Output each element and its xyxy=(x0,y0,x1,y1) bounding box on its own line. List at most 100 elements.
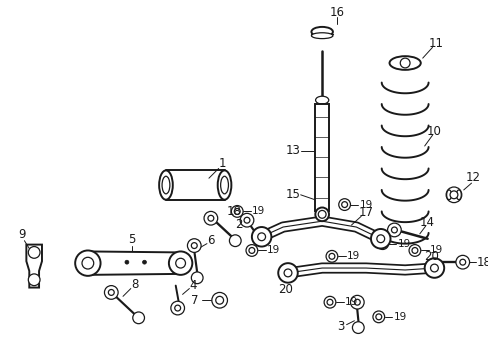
Circle shape xyxy=(455,255,468,269)
Ellipse shape xyxy=(455,190,460,200)
Circle shape xyxy=(376,238,388,249)
Ellipse shape xyxy=(220,176,228,194)
Circle shape xyxy=(400,58,409,68)
Text: 20: 20 xyxy=(277,283,292,296)
Text: 13: 13 xyxy=(285,144,300,157)
Circle shape xyxy=(411,248,417,253)
Ellipse shape xyxy=(311,27,332,37)
Circle shape xyxy=(125,260,129,264)
Text: 19: 19 xyxy=(429,246,442,256)
Circle shape xyxy=(245,244,257,256)
Circle shape xyxy=(326,299,332,305)
Circle shape xyxy=(449,191,457,199)
Circle shape xyxy=(257,233,265,241)
Text: 3: 3 xyxy=(336,320,344,333)
Text: 12: 12 xyxy=(465,171,480,184)
Text: 15: 15 xyxy=(285,188,300,201)
Circle shape xyxy=(203,211,217,225)
Circle shape xyxy=(191,243,197,248)
Circle shape xyxy=(168,251,192,275)
Ellipse shape xyxy=(162,176,169,194)
Circle shape xyxy=(215,296,223,304)
Circle shape xyxy=(338,199,350,211)
Text: 14: 14 xyxy=(419,216,434,229)
Circle shape xyxy=(379,241,385,247)
Ellipse shape xyxy=(446,190,450,200)
Circle shape xyxy=(187,239,201,252)
Text: 6: 6 xyxy=(207,234,214,247)
Circle shape xyxy=(459,259,465,265)
Text: 19: 19 xyxy=(346,251,359,261)
Text: 1: 1 xyxy=(219,157,226,170)
Circle shape xyxy=(278,263,297,283)
Circle shape xyxy=(75,251,101,276)
Text: 19: 19 xyxy=(359,199,372,210)
Ellipse shape xyxy=(159,170,172,200)
Circle shape xyxy=(170,301,184,315)
Text: 19: 19 xyxy=(397,239,410,249)
Ellipse shape xyxy=(311,33,332,39)
Text: 18: 18 xyxy=(476,256,488,269)
Circle shape xyxy=(133,312,144,324)
Circle shape xyxy=(108,289,114,295)
Circle shape xyxy=(211,292,227,308)
Circle shape xyxy=(370,229,390,248)
Circle shape xyxy=(350,295,364,309)
Ellipse shape xyxy=(389,56,420,70)
Circle shape xyxy=(207,215,213,221)
Text: 7: 7 xyxy=(190,294,198,307)
Circle shape xyxy=(445,187,461,203)
Text: 8: 8 xyxy=(131,278,138,291)
Text: 19: 19 xyxy=(252,206,265,216)
Circle shape xyxy=(251,227,271,247)
Circle shape xyxy=(28,247,40,258)
Polygon shape xyxy=(26,244,42,288)
Circle shape xyxy=(354,299,360,305)
Circle shape xyxy=(325,251,337,262)
Text: 20: 20 xyxy=(423,250,438,263)
Circle shape xyxy=(375,314,381,320)
Text: 16: 16 xyxy=(328,6,344,19)
Ellipse shape xyxy=(315,207,328,221)
Circle shape xyxy=(318,211,325,218)
Text: 17: 17 xyxy=(358,206,373,219)
Circle shape xyxy=(376,235,384,243)
Circle shape xyxy=(391,227,397,233)
Text: 19: 19 xyxy=(393,312,406,322)
Text: 18: 18 xyxy=(226,205,241,218)
Bar xyxy=(314,104,329,211)
Circle shape xyxy=(248,248,254,253)
Text: 11: 11 xyxy=(428,37,443,50)
Circle shape xyxy=(424,258,443,278)
Circle shape xyxy=(28,274,40,285)
Text: 10: 10 xyxy=(426,125,441,138)
Circle shape xyxy=(142,260,146,264)
Circle shape xyxy=(231,206,243,217)
Text: 19: 19 xyxy=(266,246,280,256)
Circle shape xyxy=(341,202,347,207)
Circle shape xyxy=(244,217,249,223)
Circle shape xyxy=(408,244,420,256)
Circle shape xyxy=(352,322,364,333)
Text: 4: 4 xyxy=(189,279,197,292)
Circle shape xyxy=(82,257,94,269)
Text: 2: 2 xyxy=(235,217,243,231)
Polygon shape xyxy=(88,251,180,275)
Text: 5: 5 xyxy=(128,233,135,246)
Circle shape xyxy=(284,269,291,277)
Circle shape xyxy=(240,213,253,227)
Ellipse shape xyxy=(217,170,231,200)
Circle shape xyxy=(175,258,185,268)
Text: 19: 19 xyxy=(344,297,357,307)
Circle shape xyxy=(324,296,335,308)
Ellipse shape xyxy=(315,96,328,104)
Circle shape xyxy=(328,253,334,259)
Circle shape xyxy=(104,285,118,299)
Circle shape xyxy=(387,223,401,237)
Circle shape xyxy=(191,272,203,284)
Circle shape xyxy=(429,264,437,272)
Circle shape xyxy=(234,208,240,214)
Circle shape xyxy=(229,235,241,247)
Circle shape xyxy=(372,311,384,323)
Text: 9: 9 xyxy=(19,228,26,241)
